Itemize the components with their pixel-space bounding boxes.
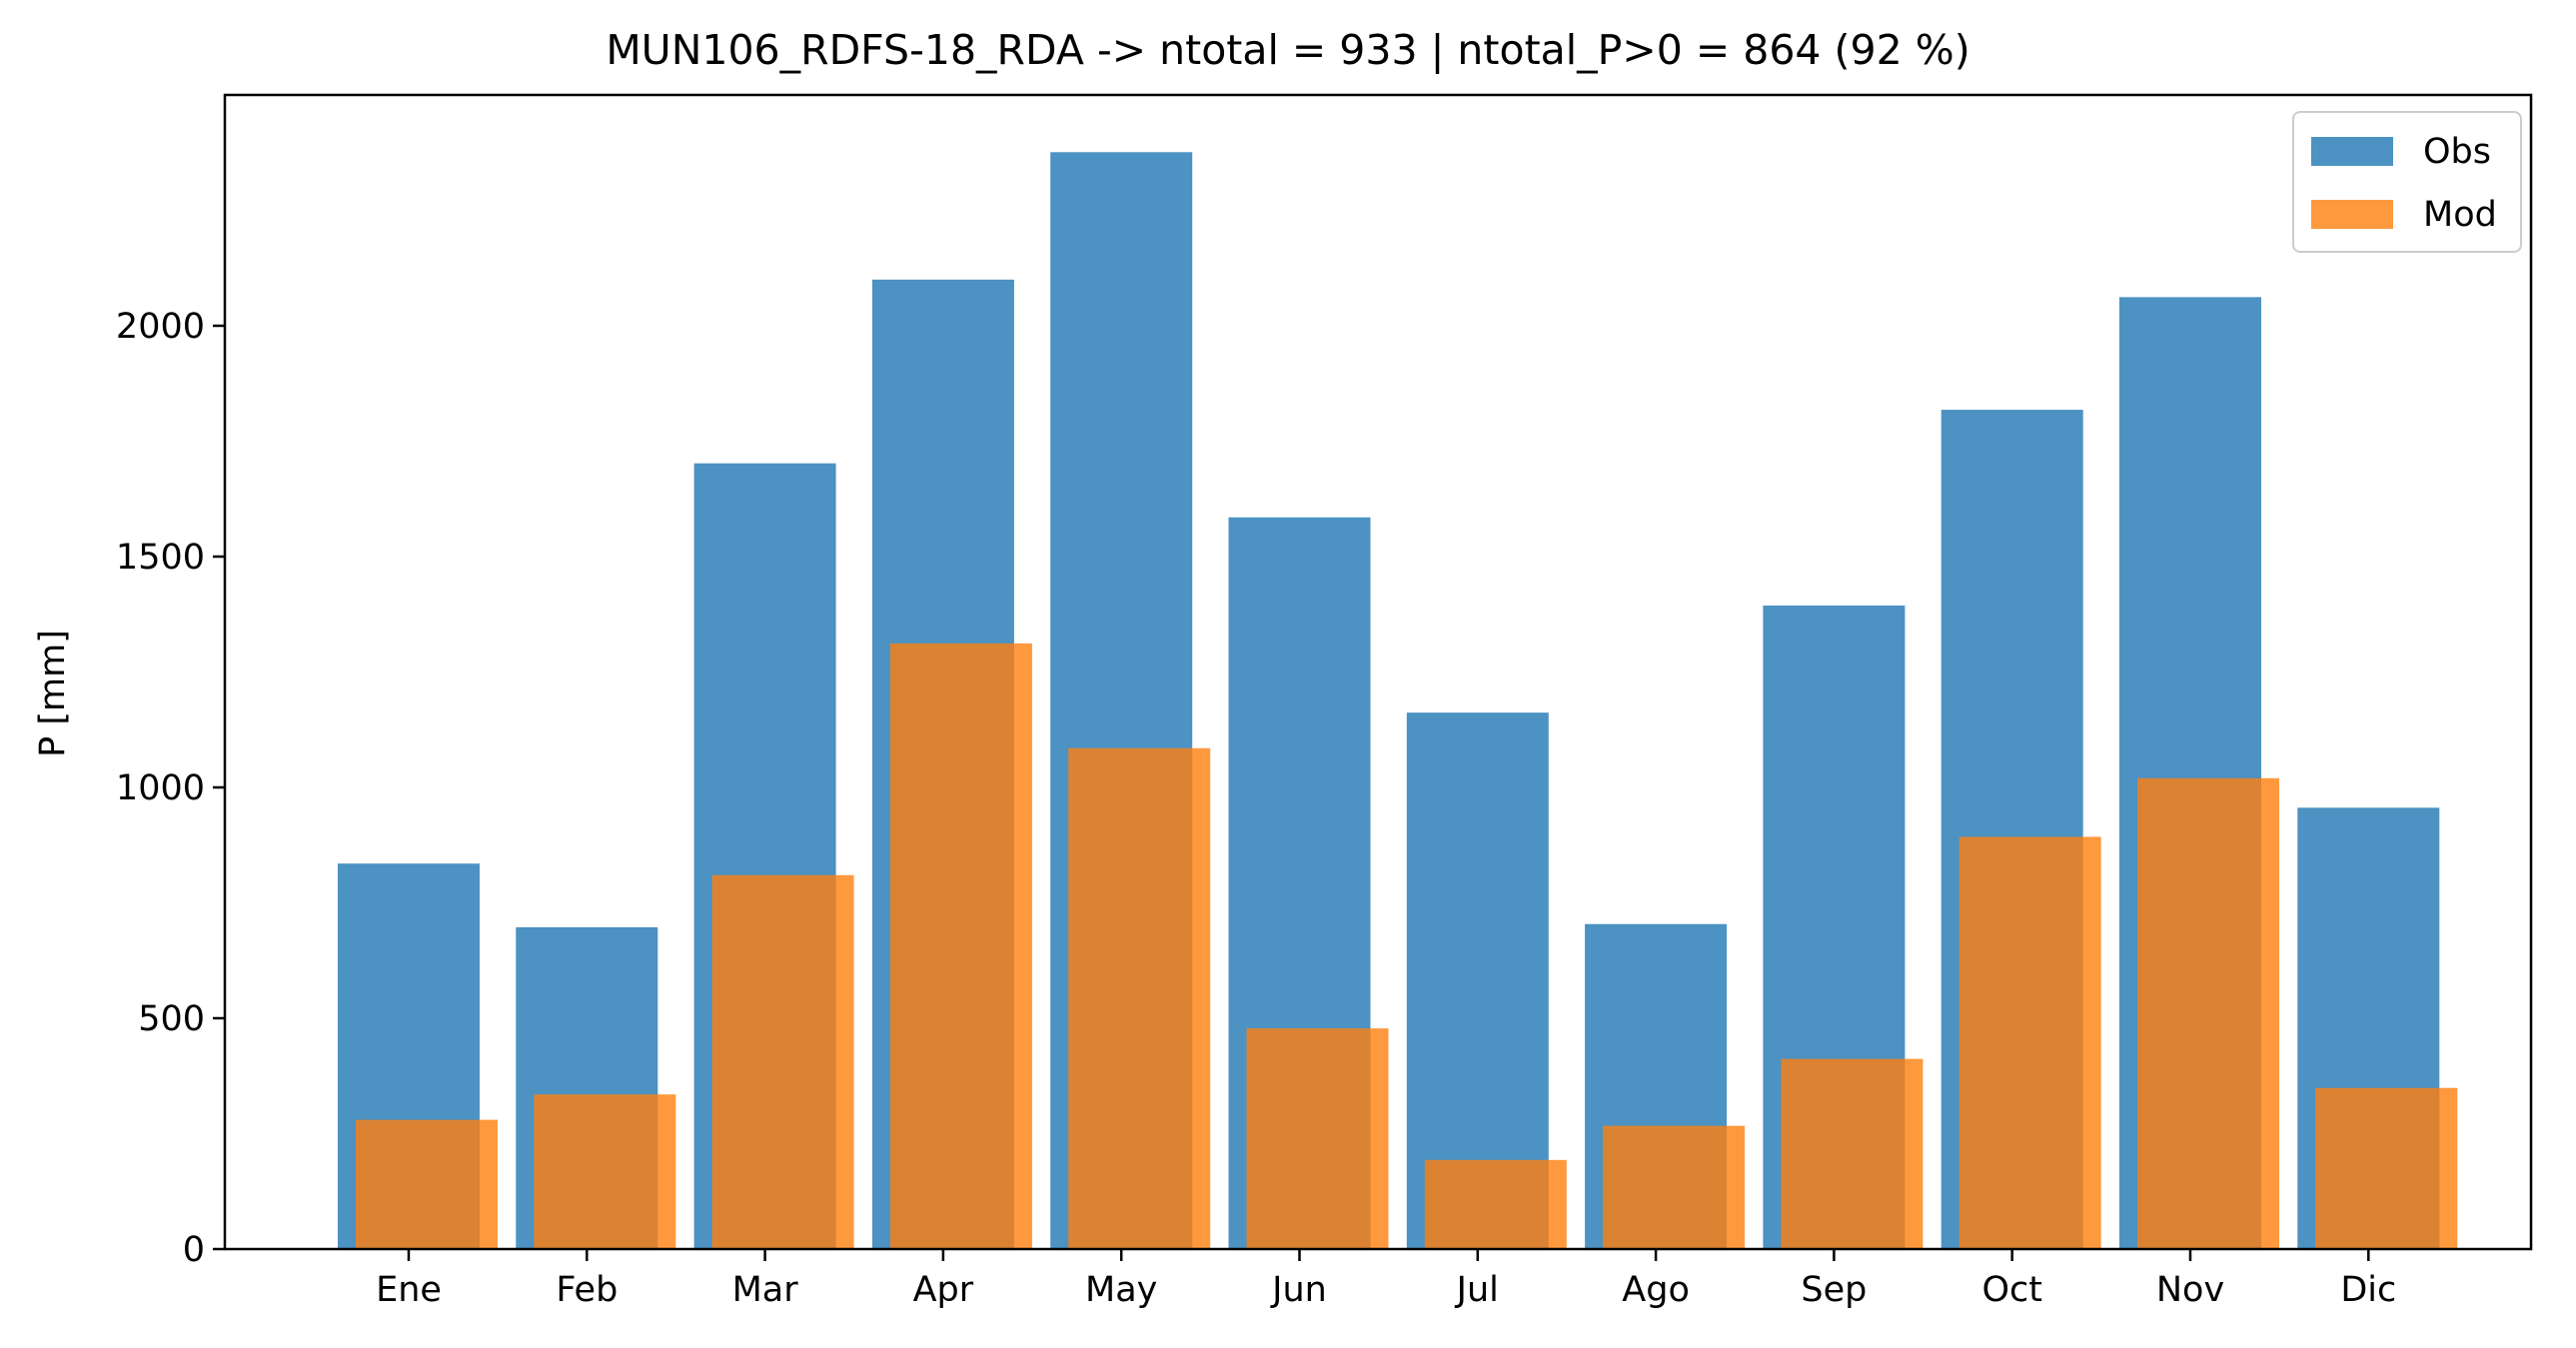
legend: Obs Mod bbox=[2292, 111, 2522, 253]
legend-swatch-obs bbox=[2311, 137, 2393, 166]
x-tick-label: Feb bbox=[556, 1270, 618, 1310]
bar-mod-sep bbox=[1781, 1058, 1924, 1249]
bar-mod-mar bbox=[711, 874, 854, 1249]
x-tick-label: Oct bbox=[1981, 1270, 2042, 1310]
plot-frame bbox=[223, 93, 2533, 1251]
y-tick-label: 1000 bbox=[116, 768, 205, 808]
x-tick-label: Dic bbox=[2340, 1270, 2396, 1310]
bar-mod-may bbox=[1068, 747, 1211, 1249]
y-tick-label: 0 bbox=[183, 1230, 205, 1270]
bar-mod-feb bbox=[534, 1094, 676, 1249]
x-tick-label: Jun bbox=[1270, 1270, 1327, 1310]
chart-title: MUN106_RDFS-18_RDA -> ntotal = 933 | nto… bbox=[606, 26, 1969, 74]
x-tick-label: Sep bbox=[1801, 1270, 1867, 1310]
bar-mod-jul bbox=[1424, 1159, 1567, 1249]
y-axis: 0 500 1000 1500 2000 bbox=[116, 307, 225, 1270]
bar-mod-dic bbox=[2315, 1087, 2458, 1249]
x-axis: Ene Feb Mar Apr May Jun Jul Ago Sep Oct Nov Dic bbox=[376, 1249, 2396, 1310]
y-tick-label: 1500 bbox=[116, 538, 205, 578]
bar-mod-ago bbox=[1603, 1125, 1746, 1249]
legend-label-obs: Obs bbox=[2423, 132, 2491, 172]
bar-mod-nov bbox=[2137, 777, 2279, 1249]
bar-mod-apr bbox=[889, 643, 1032, 1249]
x-tick-label: May bbox=[1085, 1270, 1157, 1310]
x-tick-label: Ago bbox=[1622, 1270, 1690, 1310]
bar-obs-jul bbox=[1406, 712, 1549, 1249]
bar-mod-jun bbox=[1246, 1028, 1389, 1249]
x-tick-label: Nov bbox=[2156, 1270, 2224, 1310]
legend-swatch-mod bbox=[2311, 200, 2393, 229]
bar-mod-oct bbox=[1958, 836, 2101, 1249]
legend-label-mod: Mod bbox=[2423, 195, 2497, 235]
y-tick-label: 2000 bbox=[116, 307, 205, 347]
bar-mod-ene bbox=[356, 1119, 498, 1249]
x-tick-label: Mar bbox=[732, 1270, 799, 1310]
y-axis-label: P [mm] bbox=[33, 630, 73, 757]
x-tick-label: Apr bbox=[913, 1270, 974, 1310]
x-tick-label: Jul bbox=[1455, 1270, 1499, 1310]
y-tick-label: 500 bbox=[138, 999, 205, 1039]
x-tick-label: Ene bbox=[376, 1270, 442, 1310]
bars-layer bbox=[338, 152, 2458, 1250]
